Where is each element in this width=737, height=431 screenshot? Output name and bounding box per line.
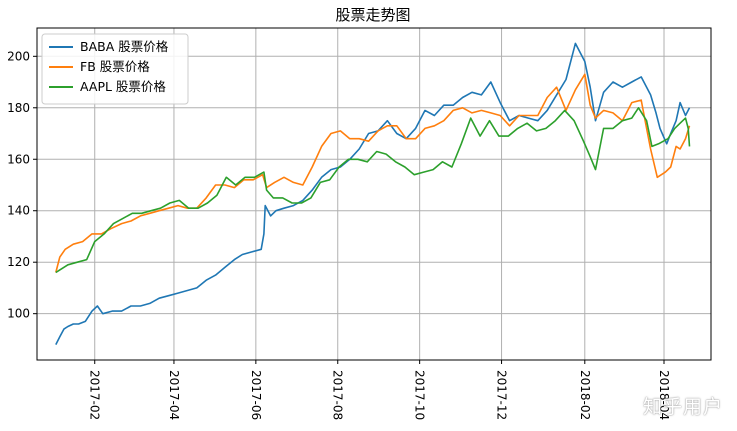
legend: BABA 股票价格 FB 股票价格 AAPL 股票价格 xyxy=(41,33,189,105)
y-tick-label: 200 xyxy=(7,49,30,63)
y-tick-label: 120 xyxy=(7,255,30,269)
axis-ticks: 100 120 140 160 180 200 2017-02 2017-04 2017-06 2… xyxy=(7,49,671,420)
x-tick-label: 2018-02 xyxy=(578,370,592,420)
series-lines xyxy=(55,42,691,345)
series-line-1 xyxy=(55,42,691,345)
x-tick-label: 2017-10 xyxy=(413,370,427,420)
series-line-2 xyxy=(55,73,691,273)
series-line-3 xyxy=(55,107,691,274)
plot-frame xyxy=(36,27,712,361)
x-tick-label: 2017-02 xyxy=(88,370,102,420)
y-tick-label: 160 xyxy=(7,152,30,166)
y-tick-label: 100 xyxy=(7,307,30,321)
chart-title: 股票走势图 xyxy=(335,6,410,24)
x-tick-label: 2018-04 xyxy=(657,370,671,420)
x-tick-label: 2017-04 xyxy=(167,370,181,420)
x-tick-label: 2017-12 xyxy=(495,370,509,420)
y-tick-label: 140 xyxy=(7,204,30,218)
y-tick-label: 180 xyxy=(7,101,30,115)
legend-box xyxy=(41,33,189,105)
legend-label: FB 股票价格 xyxy=(80,59,150,74)
x-tick-label: 2017-08 xyxy=(331,370,345,420)
legend-label: AAPL 股票价格 xyxy=(80,79,166,94)
x-tick-label: 2017-06 xyxy=(249,370,263,420)
legend-label: BABA 股票价格 xyxy=(80,39,169,54)
watermark: 知乎用户 xyxy=(642,396,723,418)
